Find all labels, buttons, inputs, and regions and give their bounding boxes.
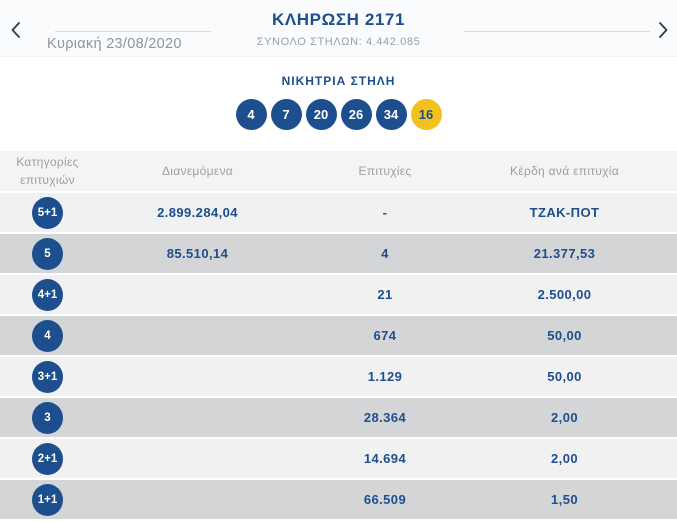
winning-number-ball: 20 — [305, 99, 337, 130]
table-row: 5 85.510,14 4 21.377,53 — [0, 234, 677, 273]
wins-cell: 21 — [377, 287, 393, 302]
column-header-distributed: Διανεμόμενα — [161, 164, 234, 178]
chevron-left-icon — [10, 21, 21, 42]
table-row: 5+1 2.899.284,04 - ΤΖΑΚ-ΠΟΤ — [0, 193, 677, 232]
prize-cell: 50,00 — [547, 328, 582, 343]
results-table: Κατηγορίες επιτυχιών Διανεμόμενα Επιτυχί… — [0, 151, 677, 519]
winning-number-ball: 7 — [270, 99, 302, 130]
table-row: 3 28.364 2,00 — [0, 398, 677, 437]
chevron-right-icon — [658, 21, 669, 42]
category-badge: 5 — [32, 237, 63, 270]
table-header-row: Κατηγορίες επιτυχιών Διανεμόμενα Επιτυχί… — [0, 151, 677, 191]
joker-number-ball: 16 — [410, 99, 442, 130]
winning-column-label: ΝΙΚΗΤΡΙΑ ΣΤΗΛΗ — [281, 74, 396, 88]
wins-cell: 28.364 — [363, 410, 407, 425]
category-badge: 2+1 — [32, 442, 63, 475]
distributed-cell: 2.899.284,04 — [157, 205, 238, 220]
wins-cell: 674 — [373, 328, 397, 343]
category-badge: 5+1 — [32, 196, 63, 229]
wins-cell: 1.129 — [367, 369, 403, 384]
next-draw-button[interactable] — [654, 21, 672, 41]
category-badge: 4 — [32, 319, 63, 352]
table-row: 4+1 21 2.500,00 — [0, 275, 677, 314]
wins-cell: 4 — [381, 246, 389, 261]
column-header-wins: Επιτυχίες — [358, 164, 412, 178]
table-body: 5+1 2.899.284,04 - ΤΖΑΚ-ΠΟΤ 5 85.510,14 … — [0, 193, 677, 519]
prize-cell: 2.500,00 — [537, 287, 592, 302]
prize-cell: 2,00 — [551, 410, 578, 425]
prize-cell: 2,00 — [551, 451, 578, 466]
winning-number-ball: 34 — [375, 99, 407, 130]
draw-title: ΚΛΗΡΩΣΗ 2171 — [271, 10, 406, 29]
column-header-prize: Κέρδη ανά επιτυχία — [510, 164, 619, 178]
prize-cell: ΤΖΑΚ-ΠΟΤ — [529, 205, 600, 220]
category-badge: 3+1 — [32, 360, 63, 393]
category-badge: 4+1 — [32, 278, 63, 311]
winning-number-ball: 26 — [340, 99, 372, 130]
prize-cell: 21.377,53 — [533, 246, 596, 261]
previous-draw-button[interactable] — [6, 21, 24, 41]
wins-cell: 14.694 — [363, 451, 407, 466]
prize-cell: 1,50 — [551, 492, 578, 507]
total-columns-label: ΣΥΝΟΛΟ ΣΤΗΛΩΝ: 4.442.085 — [256, 36, 421, 48]
draw-header: Κυριακή 23/08/2020 ΚΛΗΡΩΣΗ 2171 ΣΥΝΟΛΟ Σ… — [0, 0, 677, 57]
prize-cell: 50,00 — [547, 369, 582, 384]
category-badge: 3 — [32, 401, 63, 434]
winning-numbers: 4 7 20 26 34 16 — [0, 99, 677, 130]
category-badge: 1+1 — [32, 483, 63, 516]
table-row: 3+1 1.129 50,00 — [0, 357, 677, 396]
draw-date: Κυριακή 23/08/2020 — [47, 36, 182, 52]
winning-number-ball: 4 — [235, 99, 267, 130]
header-divider-right — [464, 31, 650, 32]
column-header-categories: Κατηγορίες επιτυχιών — [16, 155, 79, 187]
header-divider-left — [55, 31, 211, 32]
wins-cell: 66.509 — [363, 492, 407, 507]
table-row: 2+1 14.694 2,00 — [0, 439, 677, 478]
winning-column-section: ΝΙΚΗΤΡΙΑ ΣΤΗΛΗ 4 7 20 26 34 16 — [0, 57, 677, 130]
wins-cell: - — [382, 205, 388, 220]
distributed-cell: 85.510,14 — [166, 246, 229, 261]
table-row: 1+1 66.509 1,50 — [0, 480, 677, 519]
table-row: 4 674 50,00 — [0, 316, 677, 355]
